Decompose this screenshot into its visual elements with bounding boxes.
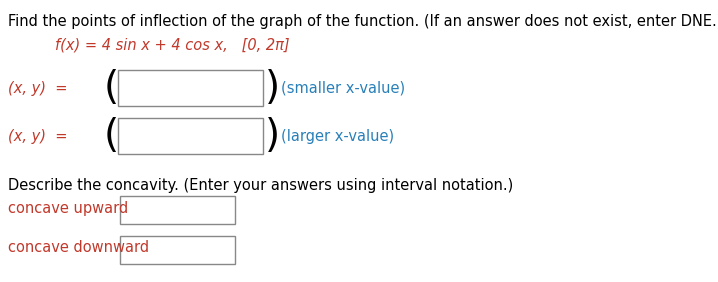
Text: Describe the concavity. (Enter your answers using interval notation.): Describe the concavity. (Enter your answ… bbox=[8, 178, 513, 193]
Text: (: ( bbox=[104, 69, 119, 107]
Bar bbox=[120, 236, 235, 264]
Text: ): ) bbox=[265, 117, 280, 155]
Text: concave upward: concave upward bbox=[8, 201, 129, 215]
Bar bbox=[118, 118, 263, 154]
Text: (x, y)  =: (x, y) = bbox=[8, 80, 67, 96]
Text: ): ) bbox=[265, 69, 280, 107]
Text: (: ( bbox=[104, 117, 119, 155]
Bar bbox=[118, 70, 263, 106]
Bar bbox=[120, 196, 235, 224]
Text: (smaller x-value): (smaller x-value) bbox=[281, 80, 405, 96]
Text: Find the points of inflection of the graph of the function. (If an answer does n: Find the points of inflection of the gra… bbox=[8, 14, 718, 29]
Text: (x, y)  =: (x, y) = bbox=[8, 129, 67, 144]
Text: (larger x-value): (larger x-value) bbox=[281, 129, 394, 144]
Text: f(x) = 4 sin x + 4 cos x,   [0, 2π]: f(x) = 4 sin x + 4 cos x, [0, 2π] bbox=[55, 38, 289, 53]
Text: concave downward: concave downward bbox=[8, 241, 149, 255]
